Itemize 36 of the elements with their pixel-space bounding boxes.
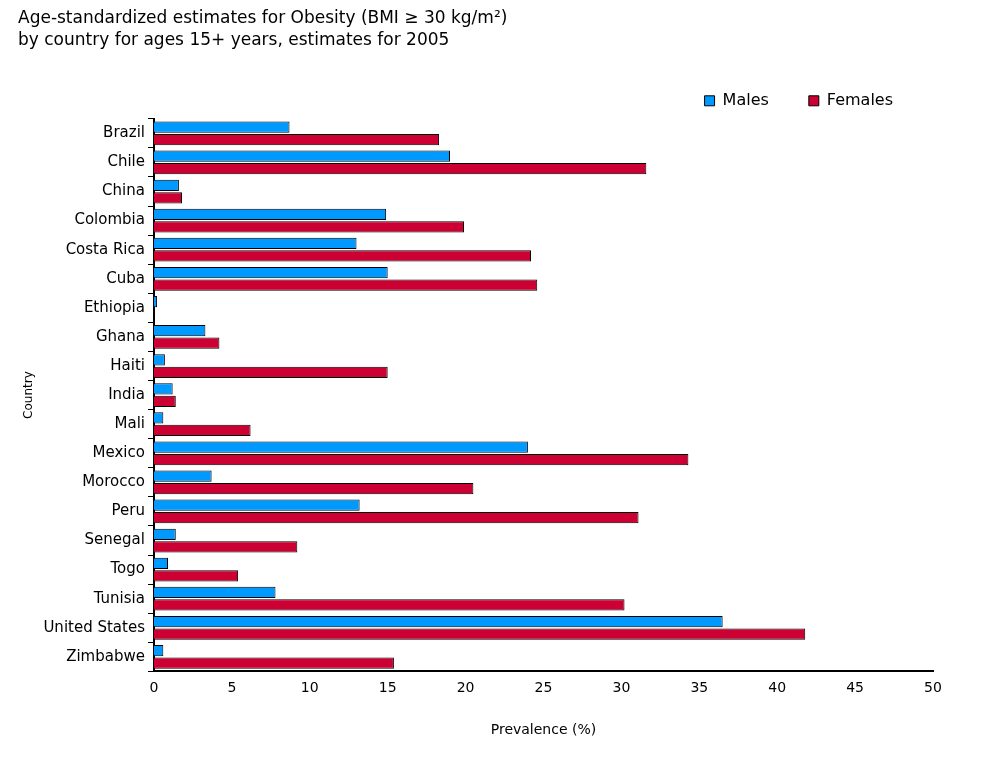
y-tick-label: Togo [109,559,145,578]
x-tick-label: 0 [149,679,159,696]
x-tick-label: 10 [300,679,319,696]
chart-title: Age-standardized estimates for Obesity (BMI ≥ 30 kg/m²) [18,6,508,27]
y-tick-label: India [108,384,145,403]
y-tick-label: Senegal [84,530,145,549]
x-tick-label: 35 [690,679,709,696]
y-tick-label: Haiti [110,355,145,374]
y-tick-label: Cuba [106,268,145,287]
x-tick-label: 20 [456,679,475,696]
x-tick-label: 50 [924,679,942,696]
y-tick-label: Morocco [82,472,145,491]
x-tick-label: 45 [846,679,865,696]
chart-subtitle: by country for ages 15+ years, estimates for 2005 [18,29,450,50]
x-axis-title: Prevalence (%) [490,721,597,738]
x-tick-label: 30 [612,679,631,696]
x-tick-label: 25 [534,679,553,696]
y-tick-label: Zimbabwe [66,646,145,665]
x-tick-label: 15 [378,679,397,696]
y-tick-label: Ethiopia [83,297,145,316]
y-tick-label: United States [43,617,146,636]
x-tick-label: 40 [768,679,787,696]
y-tick-label: Tunisia [92,588,145,607]
legend-label: Females [826,89,893,109]
y-tick-label: Mexico [92,443,145,462]
y-tick-label: China [102,181,145,200]
legend-label: Males [722,89,769,109]
y-tick-label: Peru [111,501,145,520]
x-tick-label: 5 [227,679,237,696]
y-tick-label: Costa Rica [65,239,145,258]
y-tick-label: Chile [107,152,145,171]
y-tick-label: Ghana [95,326,145,345]
y-tick-label: Colombia [74,210,145,229]
y-tick-label: Mali [114,414,145,433]
y-axis-title: Country [21,371,36,419]
y-tick-label: Brazil [103,123,145,142]
